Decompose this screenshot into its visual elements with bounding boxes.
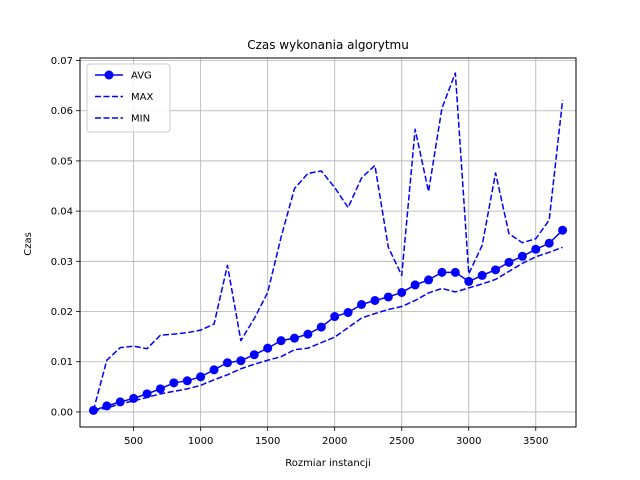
legend-marker-avg: [104, 70, 114, 80]
data-point-avg: [477, 270, 487, 280]
y-tick-label: 0.01: [51, 357, 73, 368]
data-point-avg: [303, 329, 313, 339]
data-point-avg: [517, 251, 527, 261]
x-tick-label: 1500: [255, 436, 280, 447]
data-point-avg: [544, 238, 554, 248]
x-tick-label: 1000: [188, 436, 213, 447]
data-point-avg: [357, 300, 367, 310]
y-tick-label: 0.04: [51, 207, 73, 218]
data-point-avg: [397, 287, 407, 297]
data-point-avg: [424, 275, 434, 285]
data-point-avg: [142, 389, 152, 399]
data-point-avg: [182, 376, 192, 386]
x-tick-label: 3500: [523, 436, 548, 447]
y-tick-label: 0.06: [51, 106, 73, 117]
data-point-avg: [276, 336, 286, 346]
legend-label-max: MAX: [131, 92, 153, 103]
x-tick-label: 3000: [456, 436, 481, 447]
data-point-avg: [209, 365, 219, 375]
data-point-avg: [464, 276, 474, 286]
data-point-avg: [169, 378, 179, 388]
x-tick-label: 2500: [389, 436, 414, 447]
legend: AVG MAX MIN: [86, 63, 171, 133]
data-point-avg: [115, 397, 125, 407]
series-line-min: [93, 246, 563, 412]
data-point-avg: [383, 292, 393, 302]
y-tick-label: 0.02: [51, 307, 73, 318]
x-tick-label: 2000: [322, 436, 347, 447]
series-layer: [88, 72, 568, 415]
series-line-max: [92, 72, 564, 411]
data-point-avg: [236, 356, 246, 366]
legend-label-min: MIN: [131, 114, 150, 125]
y-axis-label: Czas: [23, 232, 34, 256]
y-tick-label: 0.03: [51, 257, 73, 268]
data-point-avg: [196, 372, 206, 382]
data-point-avg: [222, 358, 232, 368]
data-point-avg: [450, 267, 460, 277]
grid: [80, 58, 576, 427]
plot-frame: [79, 57, 577, 428]
data-point-avg: [249, 350, 259, 360]
y-tick-label: 0.07: [51, 56, 73, 67]
data-point-avg: [343, 308, 353, 318]
data-point-avg: [491, 265, 501, 275]
data-point-avg: [437, 267, 447, 277]
legend-label-avg: AVG: [131, 71, 152, 82]
data-point-avg: [155, 384, 165, 394]
y-tick-label: 0.05: [51, 156, 73, 167]
data-point-avg: [410, 280, 420, 290]
data-point-avg: [558, 225, 568, 235]
y-tick-label: 0.00: [51, 407, 73, 418]
data-point-avg: [289, 333, 299, 343]
data-point-avg: [531, 244, 541, 254]
ticks-layer: 500 1000 1500 2000 2500 3000 3500 0.00 0.01 0.02 0…: [51, 56, 549, 447]
data-point-avg: [504, 257, 514, 267]
data-point-avg: [263, 343, 273, 353]
data-point-avg: [330, 312, 340, 322]
data-point-avg: [370, 295, 380, 305]
chart-title: Czas wykonania algorytmu: [247, 38, 409, 52]
x-tick-label: 500: [124, 436, 143, 447]
data-point-avg: [316, 322, 326, 332]
x-axis-label: Rozmiar instancji: [285, 458, 371, 469]
legend-box: [86, 63, 171, 133]
